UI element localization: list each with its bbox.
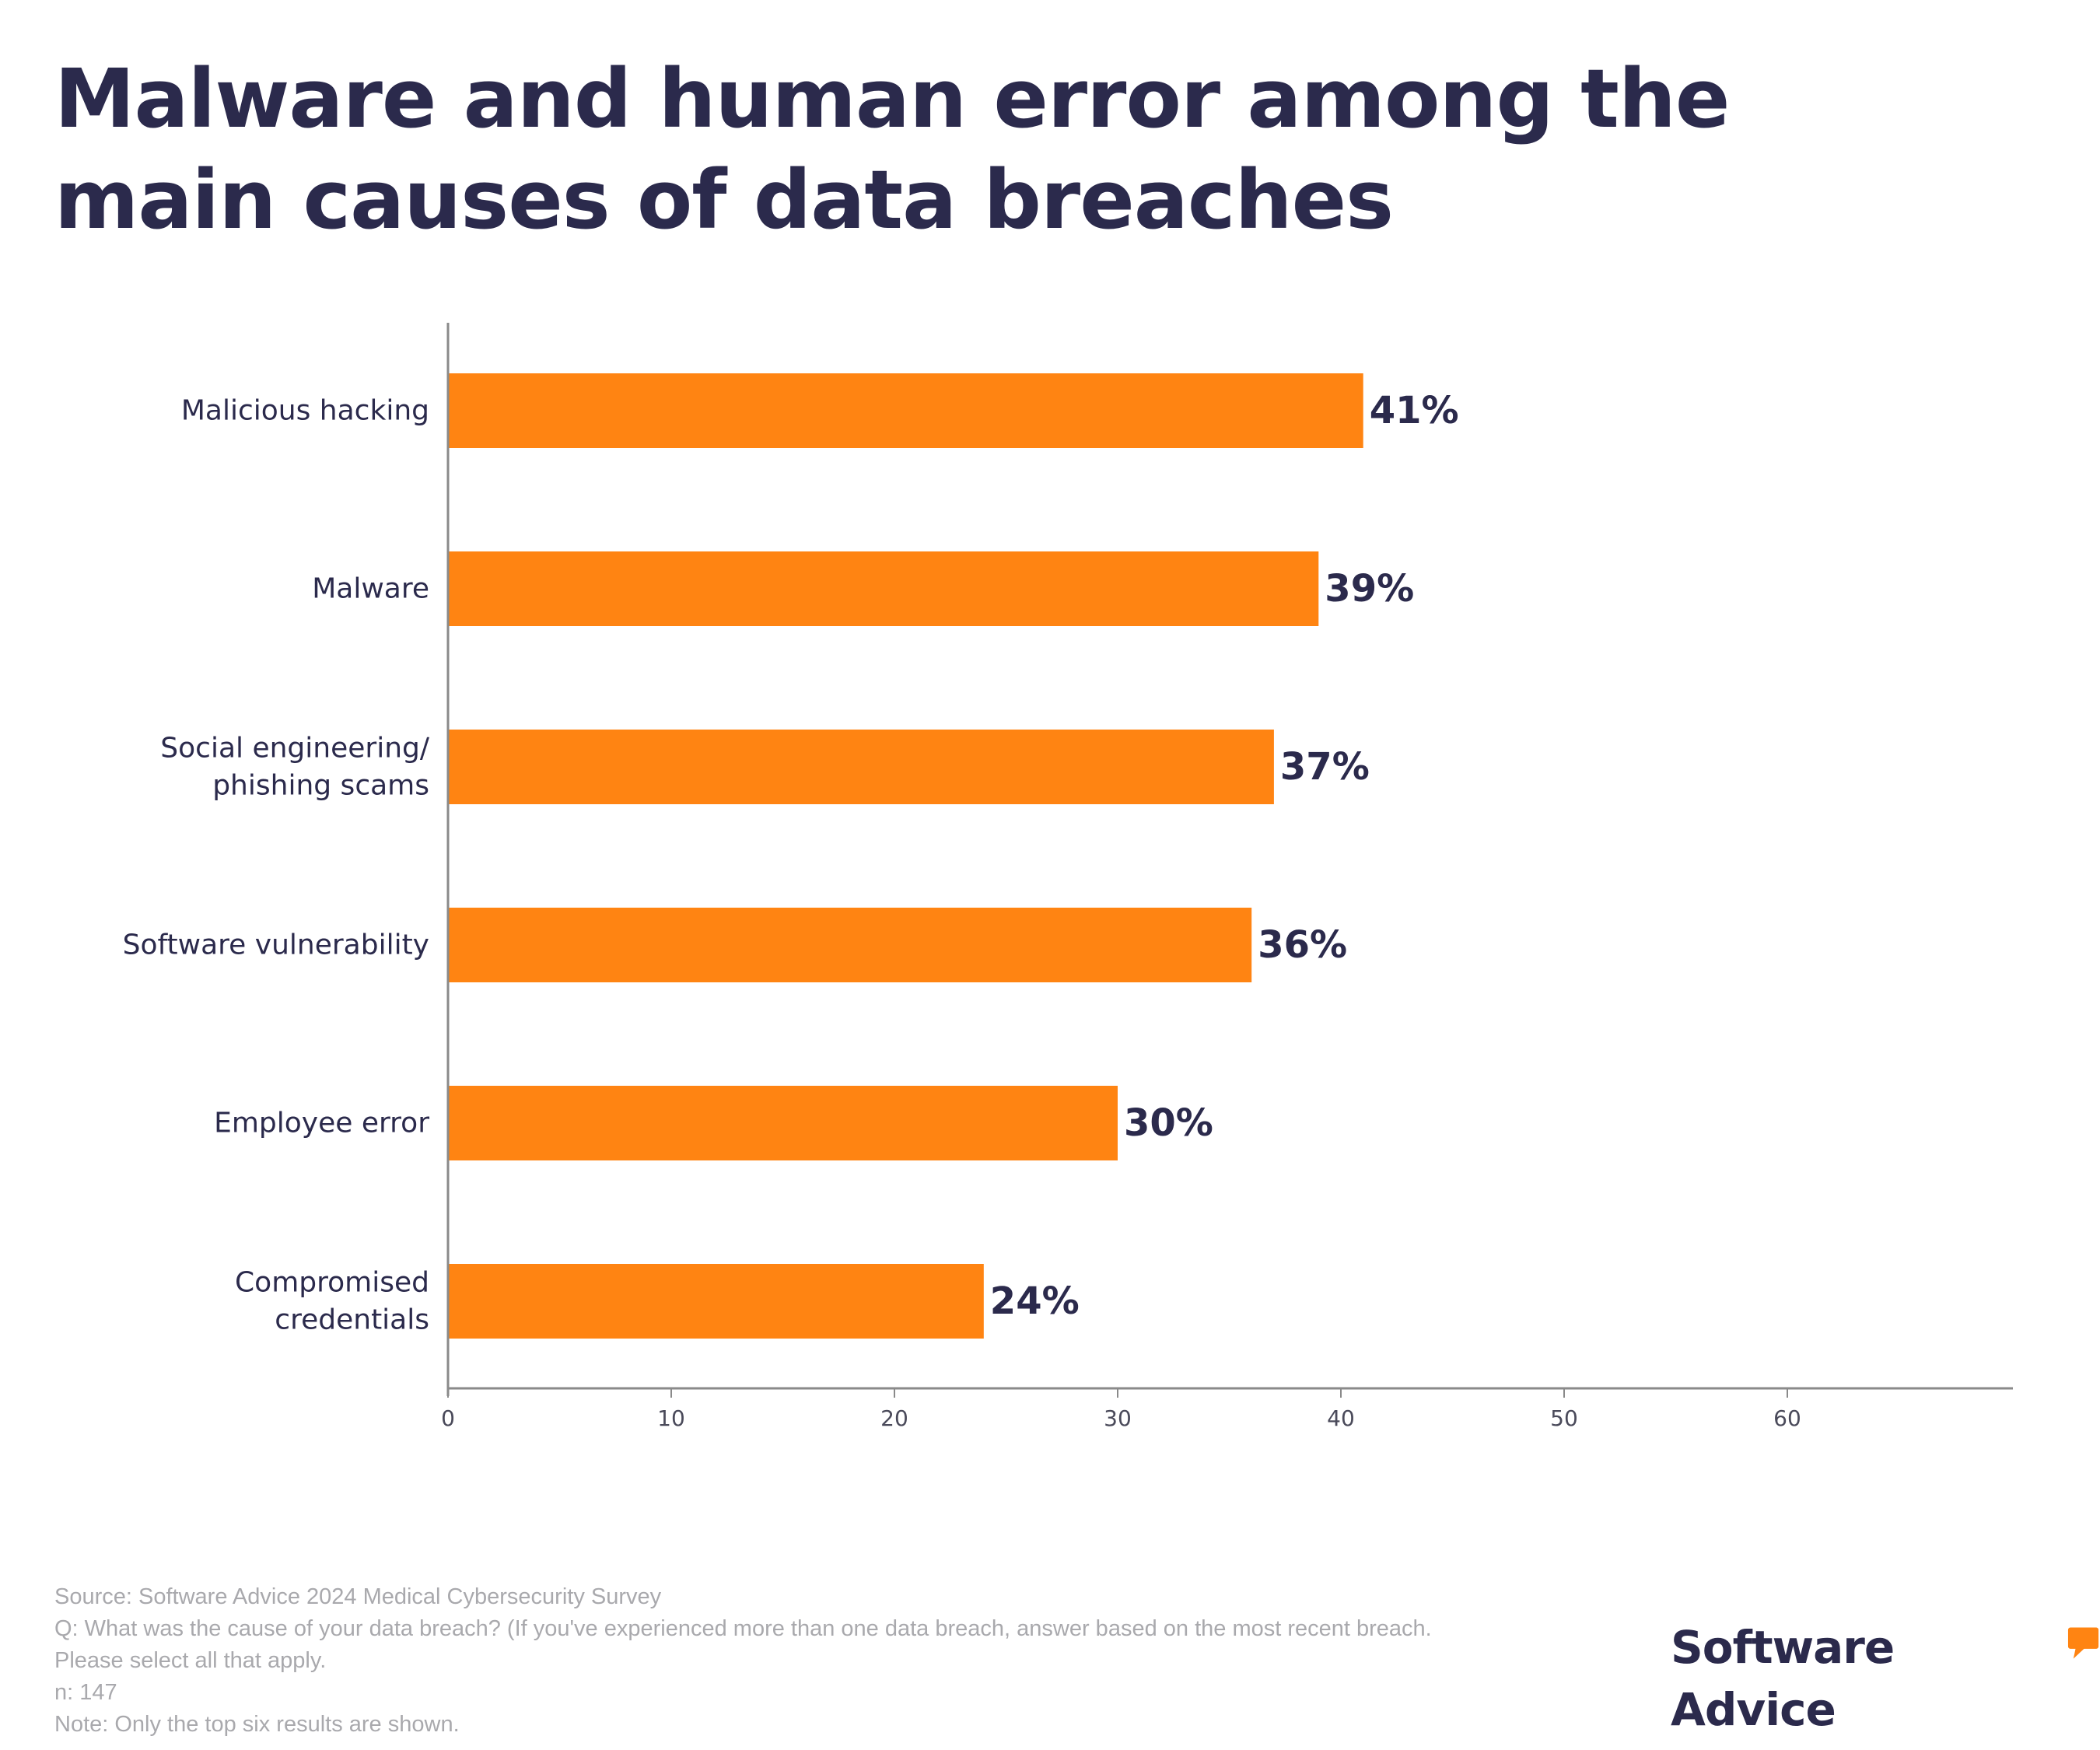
bar [448, 1086, 1118, 1160]
x-tick-label: 60 [1773, 1405, 1801, 1431]
category-label: Malware [312, 573, 429, 605]
bar-value-label: 30% [1124, 1101, 1213, 1145]
bar-value-label: 37% [1280, 745, 1370, 789]
bar-value-label: 24% [990, 1279, 1080, 1323]
bar [448, 908, 1252, 982]
category-label: Compromised credentials [235, 1267, 429, 1336]
results-note: Note: Only the top six results are shown… [54, 1712, 460, 1737]
bar [448, 373, 1363, 448]
bars-layer [448, 373, 1363, 1339]
x-tick-label: 30 [1104, 1405, 1132, 1431]
category-label: Social engineering/phishing scams [160, 733, 430, 802]
speech-bubble-icon [2067, 1627, 2099, 1659]
sample-size: n: 147 [54, 1680, 117, 1705]
x-tick-label: 10 [657, 1405, 685, 1431]
category-labels-layer: Malicious hacking Malware Social engineeri… [123, 395, 430, 1336]
bar [448, 551, 1319, 626]
x-axis-ticks: 0 10 20 30 40 50 60 [441, 1388, 1801, 1431]
category-label: Software vulnerability [123, 929, 429, 961]
value-labels-layer: 41% 39% 37% 36% 30% 24% [990, 389, 1459, 1323]
category-label: Malicious hacking [181, 395, 429, 427]
chart-footer: Source: Software Advice 2024 Medical Cyb… [54, 1581, 1501, 1741]
x-tick-label: 50 [1550, 1405, 1578, 1431]
source-note: Source: Software Advice 2024 Medical Cyb… [54, 1584, 662, 1609]
bar-chart: 41% 39% 37% 36% 30% 24% Malicious hacking Malw… [123, 323, 2013, 1431]
bar-value-label: 41% [1370, 389, 1459, 432]
bar-value-label: 39% [1325, 567, 1414, 611]
bar [448, 1264, 984, 1339]
software-advice-logo: Software Advice [1671, 1616, 2100, 1736]
x-tick-label: 40 [1327, 1405, 1355, 1431]
bar [448, 730, 1274, 804]
survey-question: Q: What was the cause of your data breac… [54, 1616, 1432, 1673]
x-tick-label: 20 [880, 1405, 908, 1431]
bar-value-label: 36% [1258, 923, 1347, 967]
category-label: Employee error [214, 1108, 429, 1139]
x-tick-label: 0 [441, 1405, 455, 1431]
chart-title: Malware and human error among the main c… [54, 51, 1730, 247]
brand-name: Software Advice [1671, 1621, 1895, 1736]
